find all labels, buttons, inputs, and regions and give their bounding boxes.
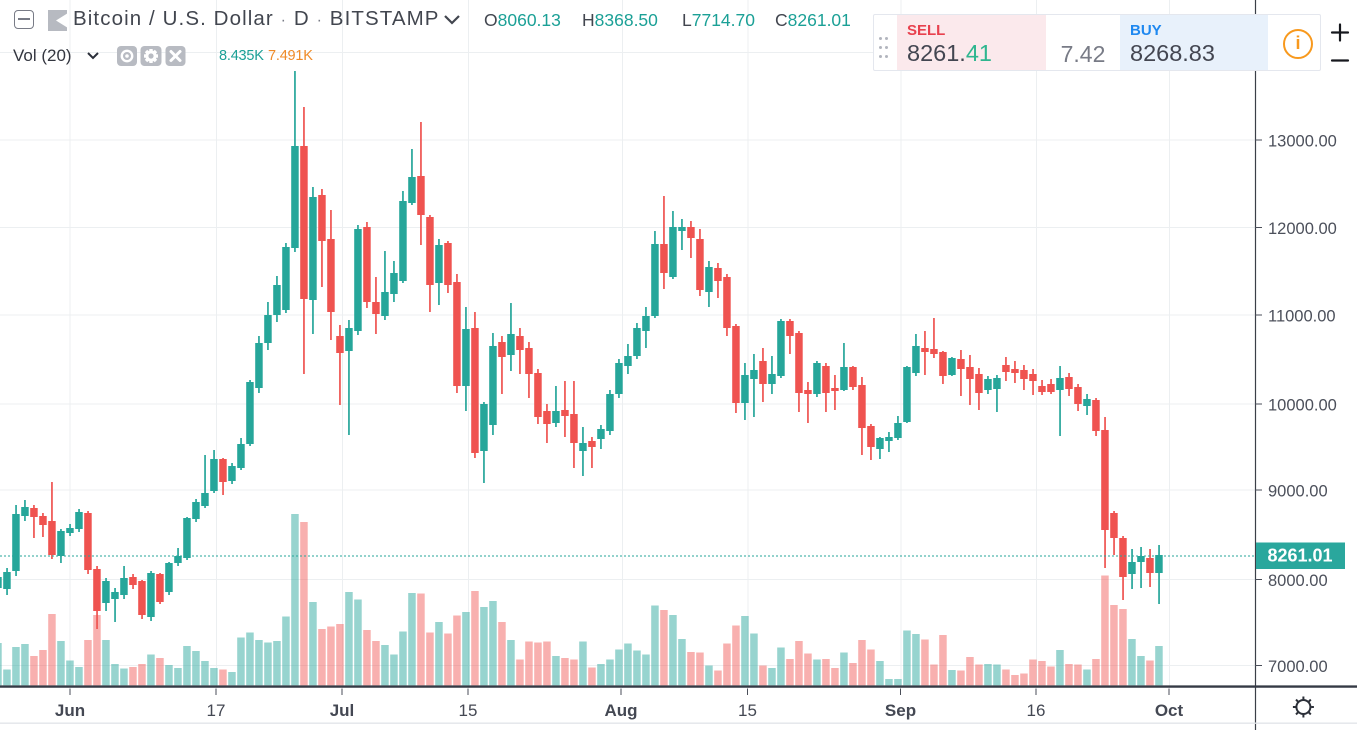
svg-text:17: 17 [207,701,226,720]
svg-text:8000.00: 8000.00 [1268,572,1328,590]
svg-text:10000.00: 10000.00 [1268,396,1337,414]
svg-text:9000.00: 9000.00 [1268,482,1328,500]
svg-text:13000.00: 13000.00 [1268,132,1337,150]
svg-text:15: 15 [459,701,478,720]
svg-text:Oct: Oct [1155,701,1184,720]
svg-text:Aug: Aug [604,701,637,720]
svg-text:Sep: Sep [885,701,916,720]
svg-text:8261.01: 8261.01 [1268,546,1333,566]
svg-text:Jul: Jul [330,701,355,720]
svg-text:15: 15 [738,701,757,720]
svg-text:16: 16 [1027,701,1046,720]
svg-text:Jun: Jun [55,701,85,720]
svg-text:11000.00: 11000.00 [1268,307,1336,325]
svg-text:12000.00: 12000.00 [1268,220,1337,238]
svg-text:7000.00: 7000.00 [1268,658,1328,676]
